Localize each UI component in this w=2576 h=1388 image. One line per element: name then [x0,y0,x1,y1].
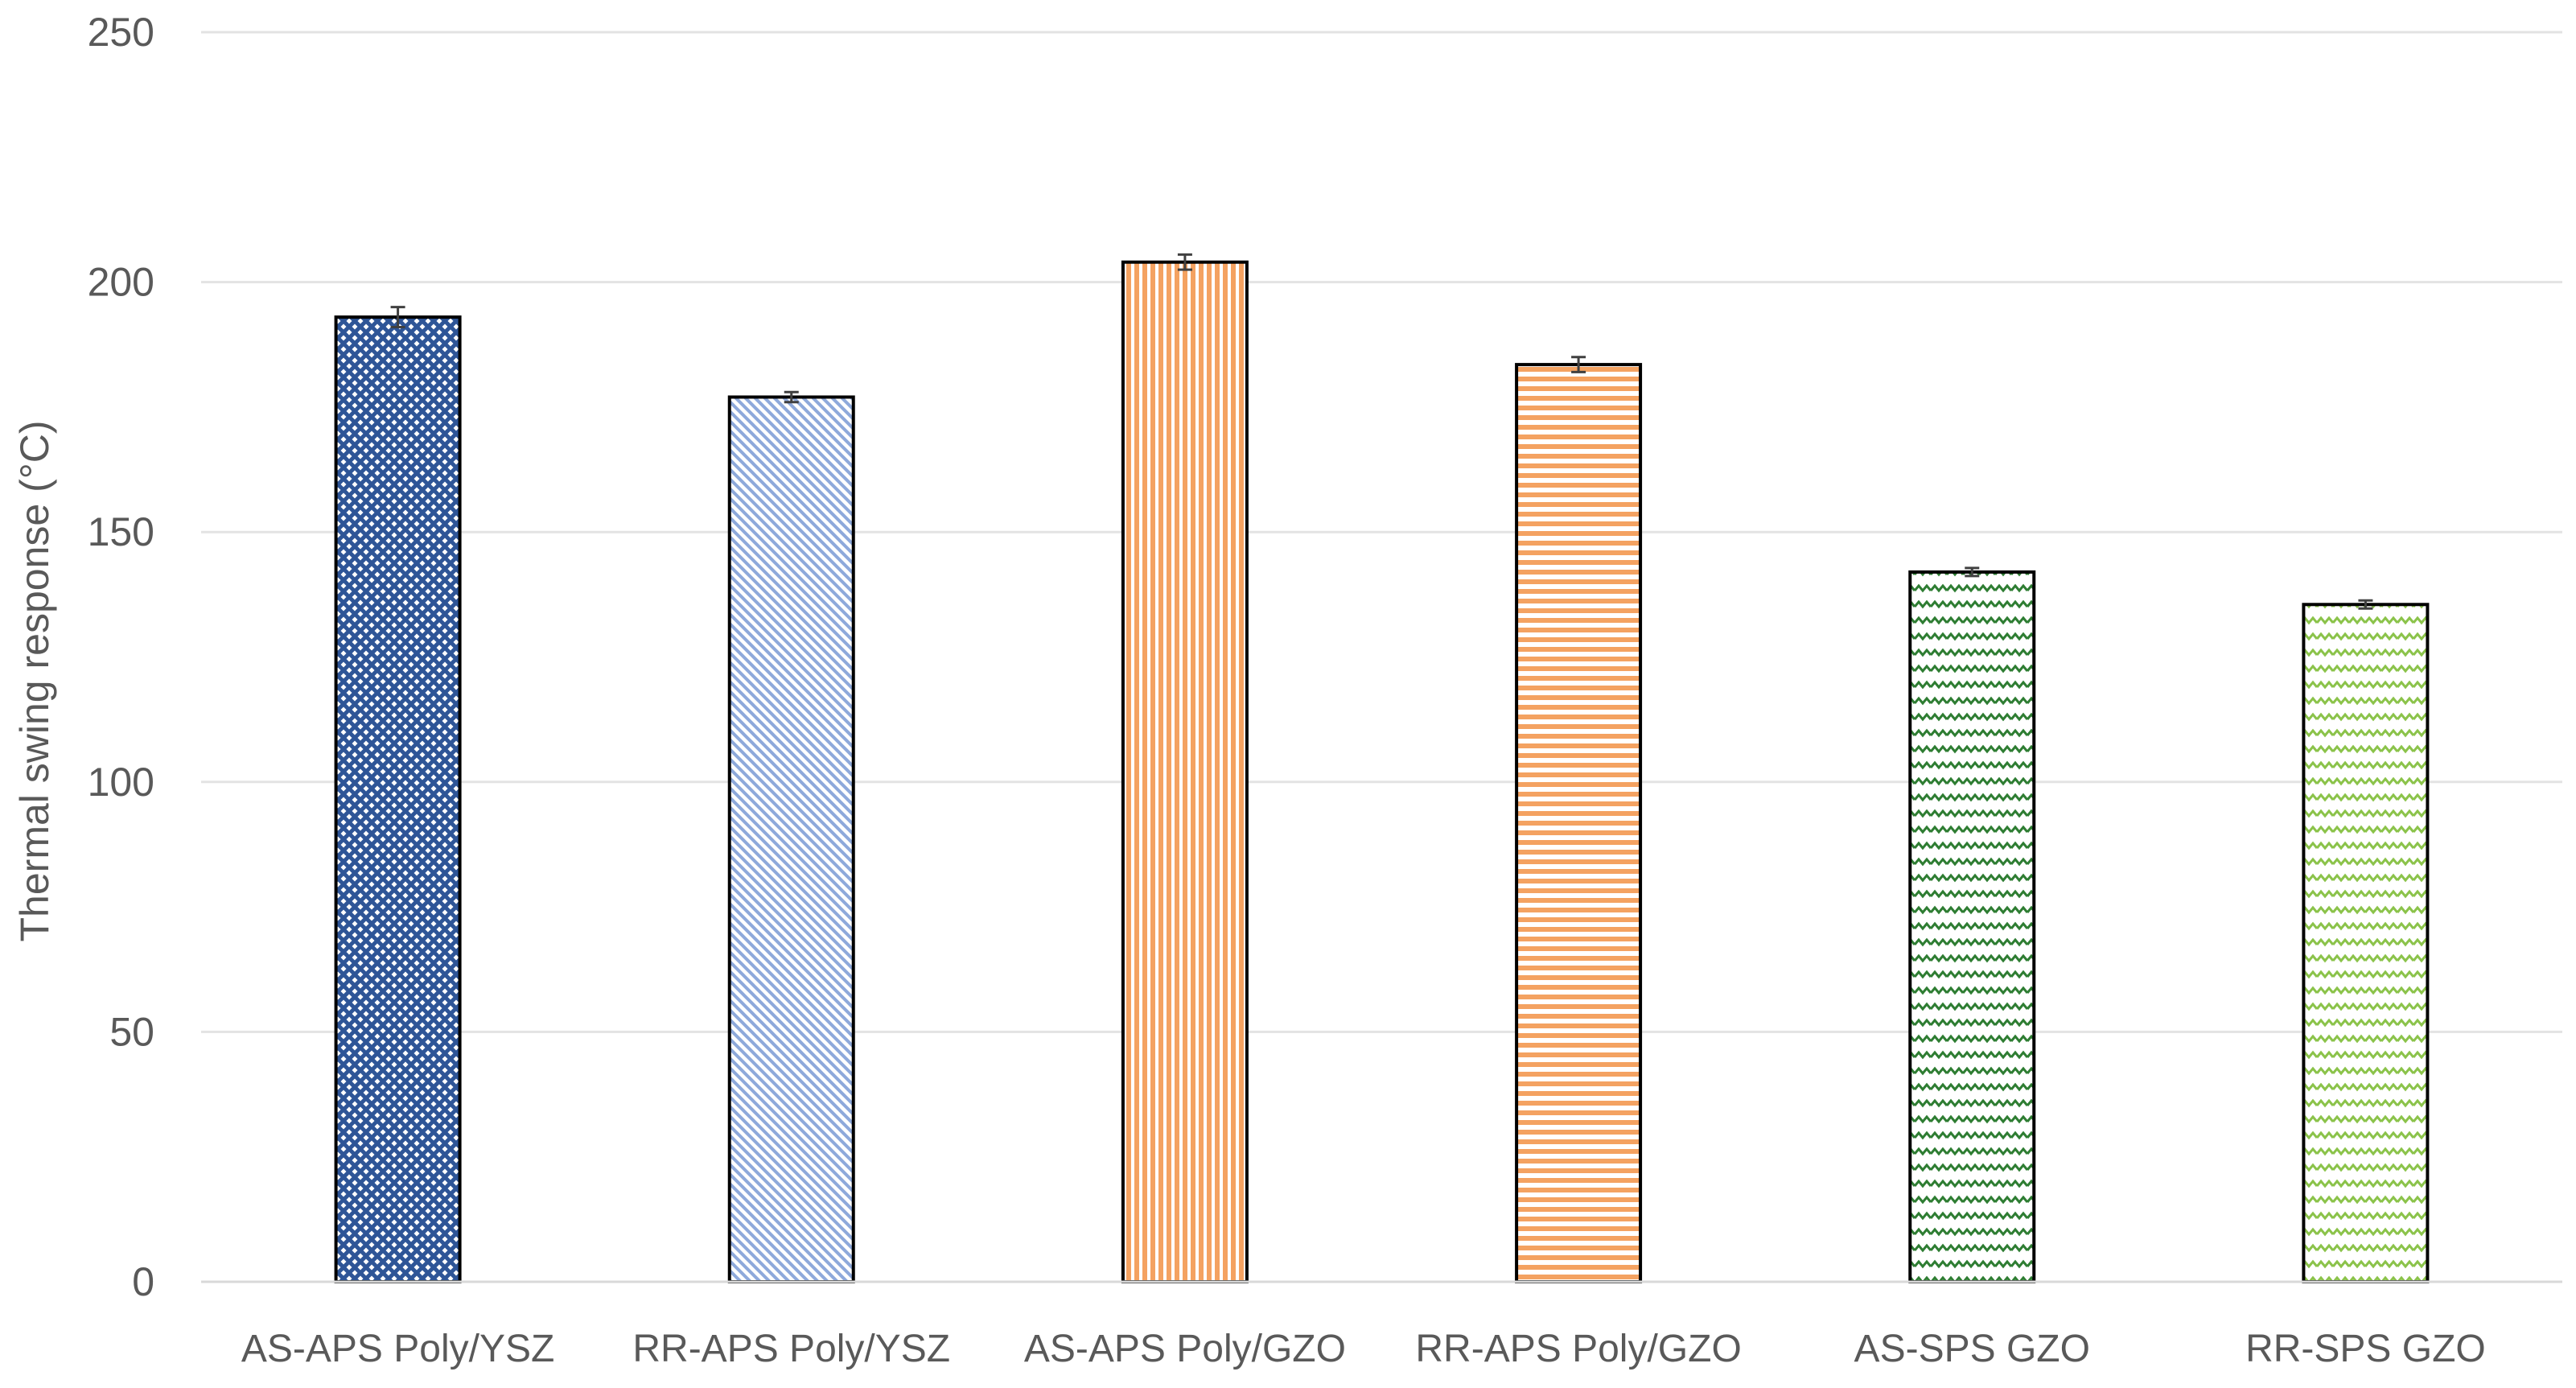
y-axis-ticks: 0 50 100 150 200 250 [88,10,154,1304]
bar-5 [1908,570,2036,1283]
bar-2 [727,395,855,1284]
y-tick-label: 100 [88,760,154,805]
bar-3 [1121,260,1249,1284]
y-axis-title: Thermal swing response (°C) [12,421,57,942]
bar-4 [1515,363,1643,1283]
error-bar-1 [390,306,405,329]
x-tick-label: RR-APS Poly/YSZ [632,1328,950,1370]
x-tick-label: RR-APS Poly/GZO [1415,1328,1741,1370]
error-bar-4 [1571,356,1586,373]
error-bar-5 [1965,566,1980,578]
x-tick-label: RR-SPS GZO [2245,1328,2486,1370]
y-tick-label: 50 [109,1009,154,1054]
gridlines [201,31,2562,1033]
x-axis-labels: AS-APS Poly/YSZ RR-APS Poly/YSZ AS-APS Pol… [241,1328,2486,1370]
y-tick-label: 150 [88,509,154,554]
y-tick-label: 0 [132,1259,154,1304]
y-tick-label: 250 [88,10,154,55]
bar-1 [334,315,462,1284]
error-bar-6 [2358,599,2373,610]
x-tick-label: AS-SPS GZO [1854,1328,2090,1370]
error-bars [390,253,2373,610]
bars [334,260,2430,1284]
x-tick-label: AS-APS Poly/GZO [1024,1328,1346,1370]
y-tick-label: 200 [88,260,154,305]
x-tick-label: AS-APS Poly/YSZ [241,1328,554,1370]
error-bar-3 [1177,253,1192,271]
bar-6 [2302,603,2430,1283]
error-bar-2 [784,390,799,404]
